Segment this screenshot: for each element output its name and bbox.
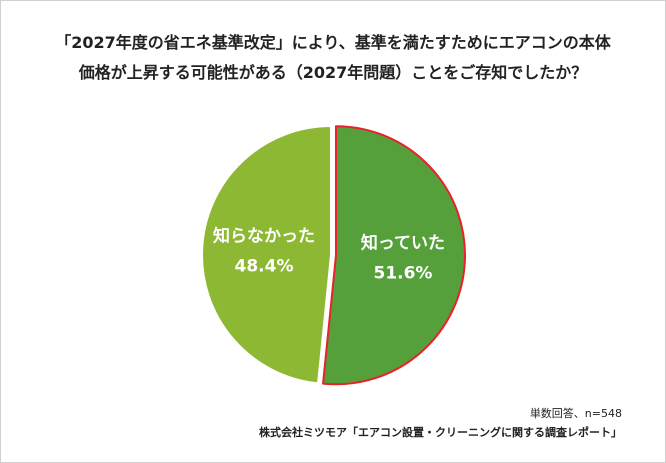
slice-label-0: 知っていた xyxy=(360,233,445,254)
slice-label-1: 知らなかった xyxy=(212,226,315,247)
title-line-2: 価格が上昇する可能性がある（2027年問題）ことをご存知でしたか？ xyxy=(78,63,588,82)
slice-value-label-1: 48.4% xyxy=(235,257,294,277)
slice-value-label-0: 51.6% xyxy=(373,264,432,284)
chart-title: 「2027年度の省エネ基準改定」により、基準を満たすためにエアコンの本体 価格が… xyxy=(0,28,666,88)
pie-slice-0 xyxy=(322,125,466,386)
pie-slice-1 xyxy=(201,125,332,385)
source-credit: 株式会社ミツモア「エアコン設置・クリーニングに関する調査レポート」 xyxy=(259,426,622,439)
sample-note: 単数回答、n=548 xyxy=(529,407,622,420)
title-line-1: 「2027年度の省エネ基準改定」により、基準を満たすためにエアコンの本体 xyxy=(55,33,611,52)
